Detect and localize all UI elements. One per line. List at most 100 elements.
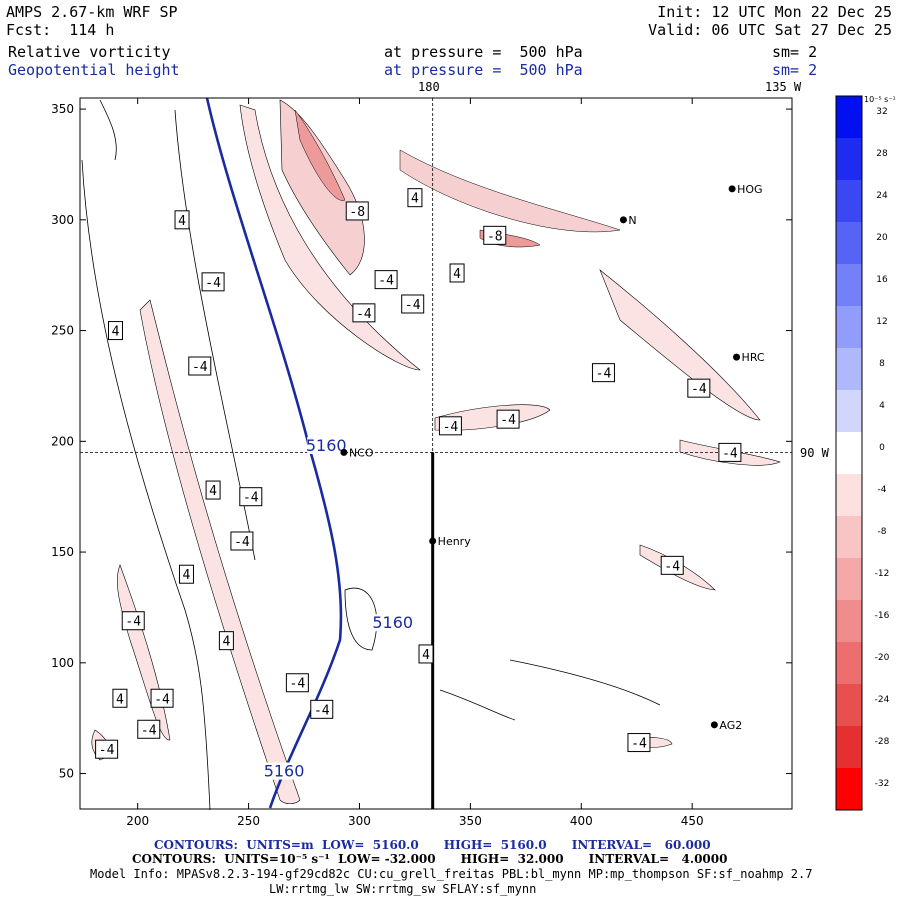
colorbar-label: 8 (879, 359, 885, 369)
vorticity-contour-label: -4 (356, 307, 372, 322)
station-label: NCO (349, 446, 374, 459)
vorticity-label-box (483, 225, 507, 245)
colorbar-label: -32 (875, 779, 890, 789)
station-marker (710, 721, 718, 729)
vorticity-contour-label: -4 (378, 274, 394, 289)
colorbar-label: 4 (879, 401, 885, 411)
y-tick-label: 150 (51, 545, 74, 559)
vorticity-contour-label: -4 (596, 367, 612, 382)
vorticity-label-box (205, 480, 221, 500)
vorticity-label-box (660, 555, 684, 575)
vorticity-contour-label: -4 (99, 743, 115, 758)
vorticity-label-box (496, 409, 520, 429)
vorticity-contour-label: -4 (290, 677, 306, 692)
station-label: HRC (742, 351, 765, 364)
vorticity-contour-label: -4 (192, 360, 208, 375)
vorticity-label-box (230, 531, 254, 551)
vorticity-label-box (418, 644, 434, 664)
vorticity-label-box (121, 611, 145, 631)
colorbar-swatch (836, 96, 862, 139)
colorbar-label: 0 (879, 443, 885, 453)
vorticity-shading (91, 99, 781, 805)
height-contour-label: 5160 (372, 613, 413, 632)
vorticity-label-box (449, 263, 465, 283)
colorbar-label: -12 (875, 569, 890, 579)
vorticity-contour-label: -4 (125, 615, 141, 630)
field2-name: Geopotential height (8, 61, 180, 79)
y-tick-label: 350 (51, 102, 74, 116)
field1-level: at pressure = 500 hPa (384, 43, 583, 61)
colorbar-swatch (836, 558, 862, 601)
y-tick-label: 200 (51, 434, 74, 448)
colorbar-label: -8 (878, 527, 887, 537)
lon-label-135w: 135 W (765, 80, 802, 94)
vorticity-label-box (687, 378, 711, 398)
vorticity-contour-label: 4 (209, 484, 217, 499)
vorticity-label-box (401, 294, 425, 314)
init-time: Init: 12 UTC Mon 22 Dec 25 (657, 3, 892, 21)
height-contour-label: 5160 (306, 436, 347, 455)
station-marker (619, 216, 627, 224)
x-tick-label: 450 (681, 814, 704, 828)
colorbar-label: 28 (876, 149, 888, 159)
vorticity-label-box (137, 719, 161, 739)
station-marker (733, 353, 741, 361)
vorticity-contour-label: -4 (691, 382, 707, 397)
field2-smoothing: sm= 2 (772, 61, 818, 79)
colorbar-label: -16 (875, 611, 890, 621)
colorbar-swatch (836, 264, 862, 307)
field1-name: Relative vorticity (8, 43, 171, 61)
vorticity-contour-label: -4 (234, 535, 250, 550)
x-tick-label: 250 (237, 814, 260, 828)
vorticity-label-box (591, 363, 615, 383)
vorticity-label-box (174, 210, 190, 230)
vorticity-label-box (438, 416, 462, 436)
height-contour-label: 5160 (264, 762, 305, 781)
vorticity-contour-label: -4 (314, 703, 330, 718)
vorticity-contour-label: -4 (722, 446, 738, 461)
vorticity-label-box (188, 356, 212, 376)
vorticity-contour-label: -8 (487, 229, 503, 244)
vorticity-label-box (95, 739, 119, 759)
vorticity-contour-label: -4 (443, 420, 459, 435)
vorticity-contour-label: 4 (183, 568, 191, 583)
colorbar-swatch (836, 138, 862, 181)
vorticity-label-box (627, 733, 651, 753)
field1-smoothing: sm= 2 (772, 43, 818, 61)
colorbar-swatch (836, 222, 862, 265)
vorticity-contour-label: 4 (112, 325, 120, 340)
vorticity-label-box (310, 699, 334, 719)
footer-contours-vorticity: CONTOURS: UNITS=10⁻⁵ s⁻¹ LOW= -32.000 HI… (132, 852, 728, 866)
colorbar-label: -20 (875, 653, 890, 663)
vorticity-label-box (352, 303, 376, 323)
colorbar-label: 16 (876, 275, 888, 285)
vorticity-contour-label: -4 (141, 723, 157, 738)
lon-label-180: 180 (418, 80, 440, 94)
vorticity-contour-label: -4 (154, 692, 170, 707)
colorbar-frame (835, 95, 863, 811)
y-tick-label: 100 (51, 656, 74, 670)
station-label: AG2 (719, 719, 742, 732)
plot-frame (79, 97, 793, 810)
height-label-bg (307, 436, 346, 454)
x-tick-label: 200 (126, 814, 149, 828)
vorticity-contour-label: -8 (349, 205, 365, 220)
y-tick-label: 300 (51, 213, 74, 227)
colorbar-swatch (836, 768, 862, 811)
x-tick-label: 300 (348, 814, 371, 828)
colorbar-label: 32 (876, 107, 887, 117)
forecast-hour: Fcst: 114 h (6, 21, 115, 39)
colorbar-label: -28 (875, 737, 890, 747)
station-label: N (628, 214, 636, 227)
vorticity-label-box (201, 272, 225, 292)
vorticity-label-box (107, 321, 123, 341)
colorbar-swatch (836, 516, 862, 559)
y-tick-label: 50 (59, 767, 74, 781)
height-label-bg (373, 614, 412, 632)
vorticity-label-box (239, 487, 263, 507)
vorticity-label-box (178, 564, 194, 584)
colorbar-swatch (836, 600, 862, 643)
vorticity-contour-label: 4 (422, 648, 430, 663)
vorticity-contour-label: -4 (405, 298, 421, 313)
